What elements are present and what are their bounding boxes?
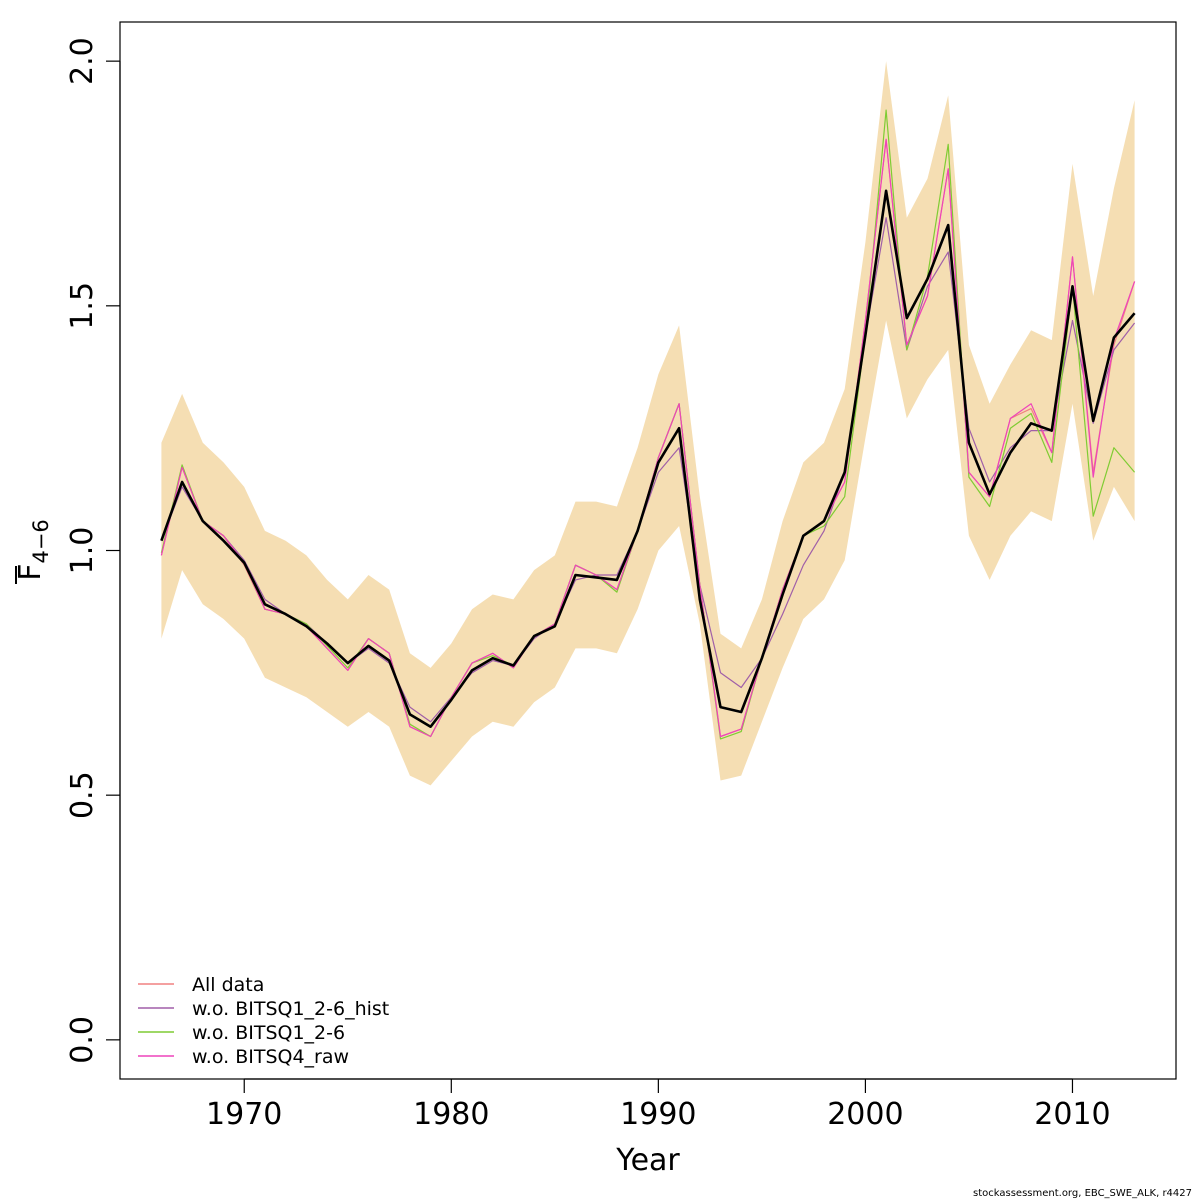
y-tick-label: 0.0 <box>65 1016 100 1064</box>
legend-label-4: w.o. BITSQ4_raw <box>192 1046 349 1068</box>
y-tick-label: 0.5 <box>65 771 100 819</box>
confidence-band <box>161 61 1135 786</box>
y-tick-label: 1.5 <box>65 282 100 330</box>
svg-text:F4−6: F4−6 <box>13 519 53 581</box>
x-tick-label: 1970 <box>206 1097 282 1132</box>
legend-label-2: w.o. BITSQ1_2-6_hist <box>192 998 389 1020</box>
legend-label-1: All data <box>192 974 264 996</box>
y-tick-label: 2.0 <box>65 37 100 85</box>
x-tick-label: 1990 <box>620 1097 696 1132</box>
main-line-layer <box>160 189 1136 729</box>
x-tick-label: 1980 <box>413 1097 489 1132</box>
confidence-band-layer <box>161 61 1135 786</box>
y-axis-title-sub: 4−6 <box>29 519 53 563</box>
y-axis-title-main: F <box>13 564 48 581</box>
y-axis: 0.0 0.5 1.0 1.5 2.0 <box>65 37 121 1064</box>
x-axis-title: Year <box>615 1143 680 1178</box>
y-tick-label: 1.0 <box>65 527 100 575</box>
legend-label-3: w.o. BITSQ1_2-6 <box>192 1022 345 1044</box>
y-axis-title: F4−6 <box>13 519 53 581</box>
x-axis: 1970 1980 1990 2000 2010 <box>206 1078 1111 1132</box>
credit-text: stockassessment.org, EBC_SWE_ALK, r4427 <box>973 1188 1192 1199</box>
main-estimate-line <box>160 189 1136 729</box>
x-tick-label: 2010 <box>1034 1097 1110 1132</box>
x-tick-label: 2000 <box>827 1097 903 1132</box>
